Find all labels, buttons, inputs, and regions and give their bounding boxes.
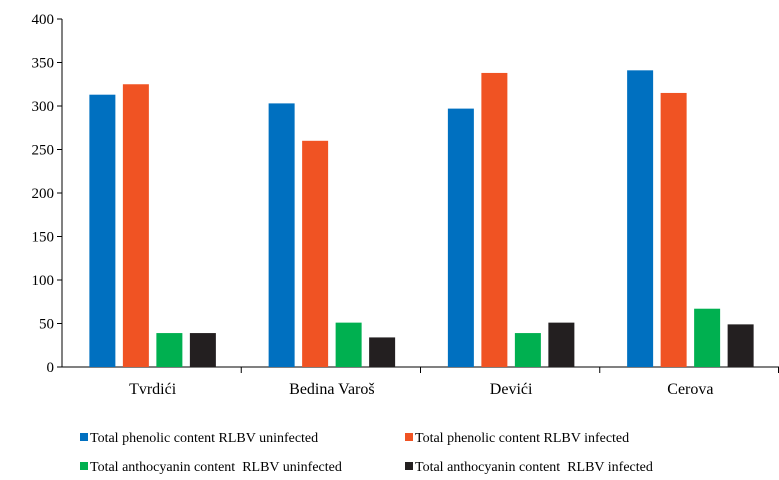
bar-4-4 <box>727 324 754 367</box>
y-tick-label: 200 <box>32 186 55 202</box>
bar-2-4 <box>660 92 687 367</box>
legend-swatch-3 <box>80 462 88 470</box>
bar-1-1 <box>89 94 116 367</box>
x-category-label: Tvrdići <box>129 381 177 398</box>
x-category-label: Bedina Varoš <box>289 381 374 398</box>
bar-3-2 <box>335 322 362 367</box>
legend-label-3: Total anthocyanin content RLBV uninfecte… <box>90 460 342 475</box>
y-tick-label: 100 <box>32 273 55 289</box>
legend-label-1: Total phenolic content RLBV uninfected <box>90 431 318 446</box>
bar-4-1 <box>189 333 216 367</box>
y-tick-label: 250 <box>32 143 55 159</box>
bar-1-4 <box>627 70 654 367</box>
legend: Total phenolic content RLBV uninfected To… <box>80 431 653 475</box>
y-tick-label: 400 <box>32 12 55 28</box>
legend-swatch-1 <box>80 433 88 441</box>
y-tick-label: 350 <box>32 56 55 72</box>
bar-2-1 <box>122 84 149 367</box>
y-tick-label: 300 <box>32 99 55 115</box>
bar-3-4 <box>694 308 721 367</box>
y-tick-label: 50 <box>39 317 54 333</box>
x-axis: Tvrdići Bedina Varoš Devići Cerova <box>62 366 779 398</box>
bar-2-2 <box>302 140 329 367</box>
bar-4-3 <box>548 322 575 367</box>
bar-2-3 <box>481 72 508 367</box>
legend-label-2: Total phenolic content RLBV infected <box>415 431 629 446</box>
legend-swatch-2 <box>405 433 413 441</box>
x-category-label: Devići <box>490 381 533 398</box>
bar-3-3 <box>514 333 541 367</box>
legend-swatch-4 <box>405 462 413 470</box>
bar-3-1 <box>156 333 183 367</box>
y-axis: 0 50 100 150 200 250 300 350 400 <box>32 12 63 376</box>
bar-1-2 <box>268 103 295 367</box>
x-category-label: Cerova <box>667 381 713 398</box>
bar-1-3 <box>447 108 474 368</box>
bar-4-2 <box>369 337 396 367</box>
y-tick-label: 0 <box>47 360 55 376</box>
y-tick-label: 150 <box>32 230 55 246</box>
bars <box>89 70 754 368</box>
legend-label-4: Total anthocyanin content RLBV infected <box>415 460 653 475</box>
